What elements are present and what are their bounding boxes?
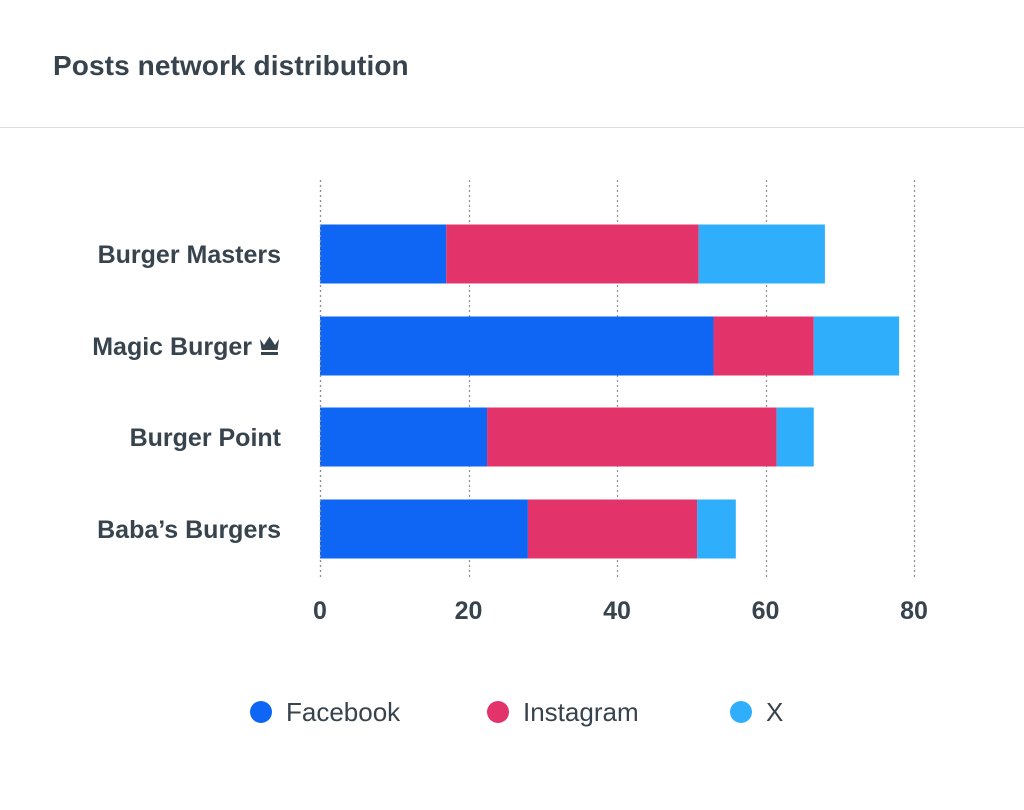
bar-segment-facebook — [320, 316, 714, 376]
x-tick-label: 80 — [900, 597, 928, 625]
bar-segment-instagram — [713, 316, 814, 376]
crown-icon — [260, 336, 279, 355]
legend-label: Facebook — [286, 696, 401, 727]
y-category-label: Baba’s Burgers — [97, 516, 281, 544]
bar-segment-instagram — [527, 499, 698, 559]
legend-label: Instagram — [523, 696, 639, 727]
legend-item-x[interactable]: X — [730, 692, 783, 732]
legend-item-facebook[interactable]: Facebook — [250, 692, 400, 732]
legend-swatch — [730, 701, 752, 723]
y-category-label: Burger Point — [130, 424, 282, 452]
x-tick-label: 60 — [752, 597, 780, 625]
bar-chart: 0 20 40 60 80 Burger Masters Magic Burger Burge… — [92, 180, 928, 625]
legend-label: X — [766, 696, 784, 727]
bar-segment-x — [813, 316, 900, 376]
bar-segment-x — [776, 407, 814, 467]
bar-segment-facebook — [320, 224, 447, 284]
bar-segment-facebook — [320, 499, 528, 559]
bar-segment-x — [697, 499, 736, 559]
card-header: Posts network distribution — [0, 0, 1024, 128]
y-category-label: Burger Masters — [98, 241, 281, 269]
bar-segment-facebook — [320, 407, 488, 467]
bar-segment-instagram — [487, 407, 777, 467]
bar-segment-instagram — [446, 224, 699, 284]
legend-item-instagram[interactable]: Instagram — [487, 692, 639, 732]
x-tick-label: 0 — [313, 597, 327, 625]
x-tick-label: 20 — [455, 597, 483, 625]
legend-swatch — [250, 701, 272, 723]
y-category-label: Magic Burger — [92, 333, 252, 361]
chart-legend: Facebook Instagram X — [0, 692, 1024, 732]
x-tick-label: 40 — [603, 597, 631, 625]
chart-title: Posts network distribution — [53, 50, 409, 81]
bar-segment-x — [698, 224, 825, 284]
legend-swatch — [487, 701, 509, 723]
